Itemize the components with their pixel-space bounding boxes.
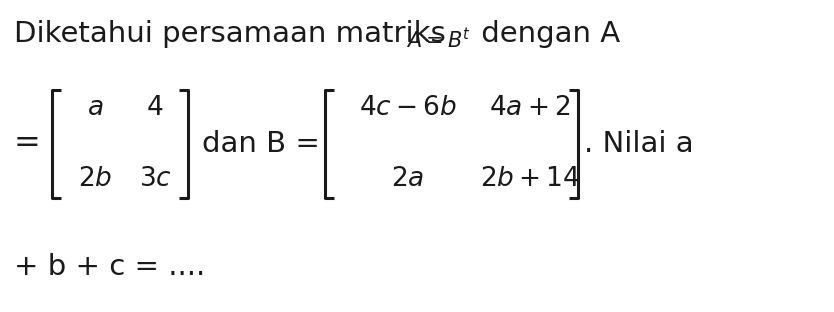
Text: $\mathit{2a}$: $\mathit{2a}$ (391, 166, 425, 192)
Text: =: = (14, 129, 41, 159)
Text: . Nilai a: . Nilai a (584, 130, 694, 158)
Text: dengan A: dengan A (472, 20, 620, 48)
Text: $\mathit{2b}+14$: $\mathit{2b}+14$ (480, 166, 580, 192)
Text: $\mathit{2b}$: $\mathit{2b}$ (78, 166, 112, 192)
Text: $\mathit{4c}-\mathit{6b}$: $\mathit{4c}-\mathit{6b}$ (359, 95, 457, 121)
Text: $\mathit{3c}$: $\mathit{3c}$ (138, 166, 172, 192)
Text: $\mathit{A} = \mathit{B}^t$: $\mathit{A} = \mathit{B}^t$ (406, 27, 471, 52)
Text: Diketahui persamaan matriks: Diketahui persamaan matriks (14, 20, 455, 48)
Text: $4$: $4$ (146, 95, 163, 121)
Text: $\mathit{a}$: $\mathit{a}$ (87, 95, 103, 121)
Text: + b + c = ....: + b + c = .... (14, 253, 205, 281)
Text: dan B =: dan B = (202, 130, 320, 158)
Text: $\mathit{4a}+2$: $\mathit{4a}+2$ (490, 95, 570, 121)
